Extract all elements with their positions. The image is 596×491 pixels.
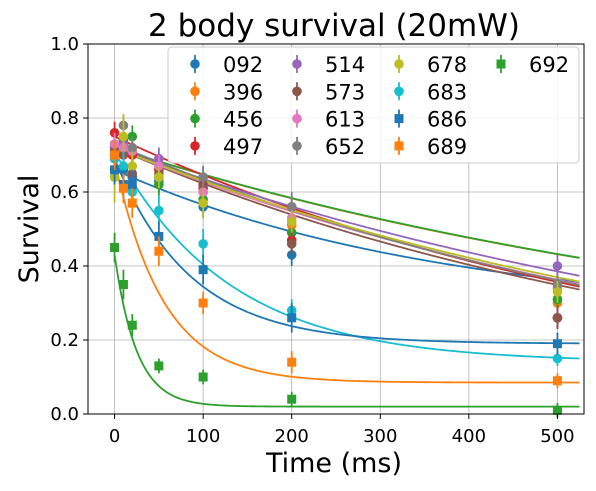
data-point	[199, 299, 208, 308]
data-point	[154, 172, 164, 182]
data-point	[553, 339, 562, 348]
data-point	[553, 287, 563, 297]
legend-label: 613	[325, 108, 365, 132]
data-point	[287, 358, 296, 367]
legend-label: 652	[325, 135, 365, 159]
legend-marker	[292, 87, 302, 97]
data-point	[154, 206, 164, 216]
data-point	[287, 217, 297, 227]
data-point	[198, 198, 208, 208]
data-point	[128, 180, 137, 189]
legend-label: 092	[223, 53, 263, 77]
y-axis-label: Survival	[14, 175, 45, 284]
legend-label: 396	[223, 80, 263, 104]
data-point	[199, 373, 208, 382]
legend: 092 396 456 497 514 573 613 652 678 683 686 689 692	[168, 47, 579, 163]
data-point	[553, 354, 563, 364]
legend-label: 497	[223, 135, 263, 159]
data-point	[198, 172, 208, 182]
legend-marker	[395, 114, 404, 123]
legend-label: 686	[427, 108, 467, 132]
data-point	[553, 313, 563, 323]
data-point	[553, 376, 562, 385]
x-tick-label: 300	[363, 426, 397, 447]
x-tick-label: 200	[275, 426, 309, 447]
legend-marker	[190, 59, 200, 69]
data-point	[127, 143, 137, 153]
data-point	[119, 184, 128, 193]
legend-marker	[394, 59, 404, 69]
legend-label: 456	[223, 108, 263, 132]
legend-label: 692	[529, 53, 569, 77]
data-point	[199, 265, 208, 274]
x-tick-label: 500	[540, 426, 574, 447]
data-point	[287, 202, 297, 212]
data-point	[119, 161, 129, 171]
data-point	[154, 361, 163, 370]
data-point	[119, 280, 128, 289]
data-point	[110, 243, 119, 252]
x-tick-label: 400	[452, 426, 486, 447]
data-point	[128, 199, 137, 208]
legend-marker	[497, 60, 506, 69]
y-tick-label: 0.4	[50, 256, 79, 277]
y-tick-label: 0.8	[50, 108, 79, 129]
data-point	[287, 313, 296, 322]
y-tick-label: 1.0	[50, 34, 79, 55]
legend-marker	[394, 87, 404, 97]
legend-marker	[190, 87, 200, 97]
data-point	[553, 261, 563, 271]
chart-title: 2 body survival (20mW)	[148, 8, 520, 44]
legend-marker	[292, 141, 302, 151]
legend-marker	[292, 59, 302, 69]
legend-label: 683	[427, 80, 467, 104]
legend-marker	[190, 114, 200, 124]
legend-label: 689	[427, 135, 467, 159]
data-point	[154, 247, 163, 256]
legend-label: 678	[427, 53, 467, 77]
legend-marker	[292, 114, 302, 124]
x-tick-label: 100	[186, 426, 220, 447]
data-point	[287, 239, 297, 249]
y-tick-label: 0.2	[50, 330, 79, 351]
data-point	[128, 321, 137, 330]
data-point	[119, 132, 129, 142]
x-axis-label: Time (ms)	[265, 448, 402, 479]
legend-marker	[190, 141, 200, 151]
legend-label: 514	[325, 53, 365, 77]
data-point	[553, 406, 562, 415]
y-tick-label: 0.6	[50, 182, 79, 203]
y-tick-label: 0.0	[50, 404, 79, 425]
data-point	[127, 161, 137, 171]
legend-label: 573	[325, 80, 365, 104]
data-point	[110, 151, 119, 160]
data-point	[287, 395, 296, 404]
data-point	[198, 239, 208, 249]
legend-marker	[395, 141, 404, 150]
x-tick-label: 0	[109, 426, 120, 447]
